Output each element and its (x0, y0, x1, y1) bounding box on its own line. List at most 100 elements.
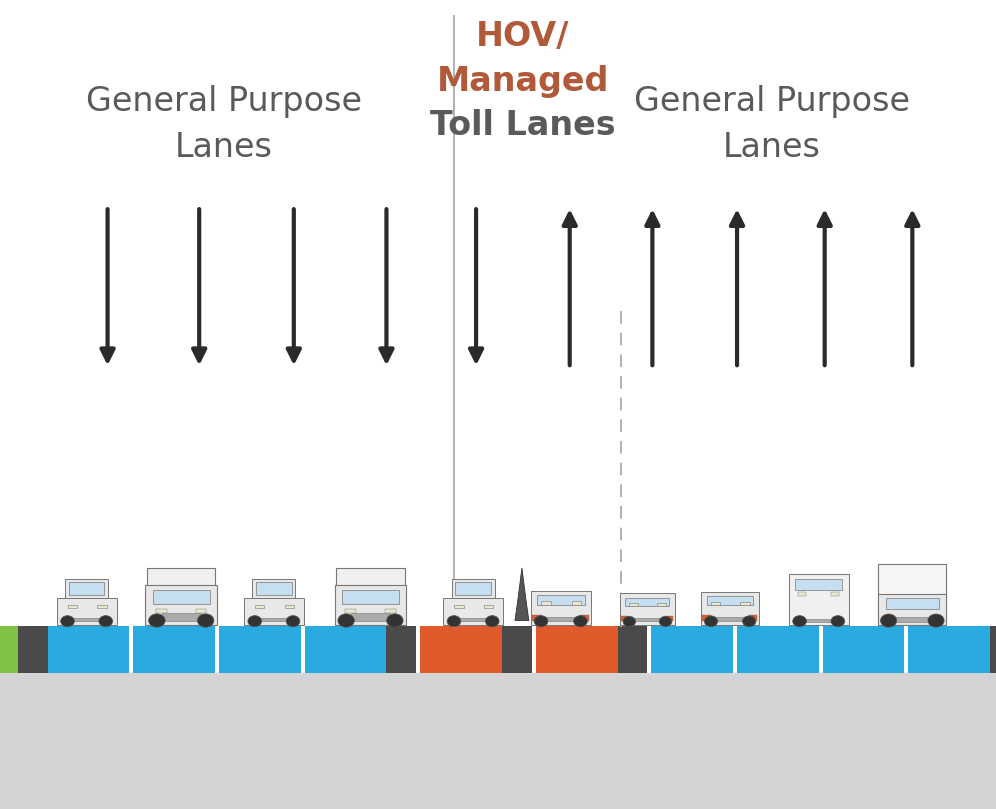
Bar (98, 604, 107, 608)
Circle shape (148, 614, 165, 627)
Bar (893, 616, 931, 622)
Bar (532, 626, 536, 673)
Circle shape (61, 616, 75, 627)
Bar (622, 616, 629, 621)
Bar (541, 601, 551, 605)
Bar (342, 590, 399, 604)
Bar (647, 626, 651, 673)
Bar (335, 585, 406, 625)
Text: Toll Lanes: Toll Lanes (430, 109, 616, 142)
Bar (819, 626, 823, 673)
Bar (803, 619, 836, 622)
Bar (145, 585, 217, 625)
Bar (536, 626, 618, 673)
Bar (629, 604, 638, 607)
Bar (443, 598, 503, 625)
Bar (544, 617, 578, 621)
Text: HOV/: HOV/ (476, 20, 570, 53)
Bar (285, 604, 294, 608)
Bar (455, 582, 491, 595)
Bar (305, 626, 386, 673)
Bar (0, 626, 18, 673)
Circle shape (831, 616, 845, 627)
Bar (65, 579, 109, 598)
Bar (337, 568, 404, 615)
Bar (147, 568, 215, 615)
Circle shape (248, 616, 262, 627)
Bar (455, 618, 491, 621)
Bar (711, 602, 720, 605)
Bar (351, 613, 390, 621)
Bar (244, 598, 304, 625)
Circle shape (928, 614, 944, 627)
Bar (416, 626, 420, 673)
Bar (384, 608, 395, 612)
Bar (195, 608, 206, 612)
Bar (69, 618, 105, 621)
Bar (255, 604, 264, 608)
Bar (386, 626, 416, 673)
Bar (420, 626, 502, 673)
Bar (620, 594, 675, 625)
Bar (701, 591, 759, 625)
Bar (904, 626, 908, 673)
Bar (665, 616, 673, 621)
Circle shape (447, 616, 461, 627)
Bar (651, 626, 733, 673)
Bar (18, 626, 48, 673)
Bar (618, 626, 647, 673)
Circle shape (742, 616, 756, 627)
Circle shape (485, 616, 499, 627)
Bar (713, 617, 747, 621)
Bar (878, 595, 946, 625)
Bar (737, 626, 819, 673)
Bar (152, 590, 210, 604)
Bar (256, 618, 292, 621)
Bar (572, 601, 581, 605)
Bar (789, 574, 849, 625)
Bar (161, 613, 201, 621)
Bar (631, 618, 663, 621)
Bar (798, 592, 806, 596)
Bar (68, 604, 77, 608)
Bar (129, 626, 133, 673)
Polygon shape (515, 568, 529, 621)
Bar (908, 626, 990, 673)
Bar (133, 626, 215, 673)
Circle shape (99, 616, 113, 627)
Bar (707, 596, 753, 605)
Bar (215, 626, 219, 673)
Bar (454, 604, 463, 608)
Circle shape (623, 616, 635, 627)
Bar (57, 598, 117, 625)
Circle shape (704, 616, 718, 627)
Bar (532, 615, 541, 621)
Bar (69, 582, 105, 595)
Circle shape (793, 616, 807, 627)
Bar (733, 626, 737, 673)
Bar (48, 626, 129, 673)
Text: General Purpose
Lanes: General Purpose Lanes (86, 85, 363, 164)
Bar (657, 604, 666, 607)
Bar (531, 591, 591, 625)
Bar (256, 582, 292, 595)
Bar (346, 608, 357, 612)
Bar (156, 608, 167, 612)
Bar (219, 626, 301, 673)
Bar (252, 579, 296, 598)
Bar (878, 564, 946, 621)
Bar (537, 595, 585, 605)
Circle shape (880, 614, 896, 627)
Text: Managed: Managed (436, 65, 610, 98)
Circle shape (197, 614, 214, 627)
Bar (0, 647, 996, 809)
Bar (831, 592, 839, 596)
Bar (625, 598, 669, 607)
Circle shape (534, 616, 548, 627)
Bar (502, 626, 532, 673)
Bar (740, 602, 750, 605)
Bar (823, 626, 904, 673)
Circle shape (386, 614, 403, 627)
Circle shape (338, 614, 355, 627)
Circle shape (574, 616, 588, 627)
